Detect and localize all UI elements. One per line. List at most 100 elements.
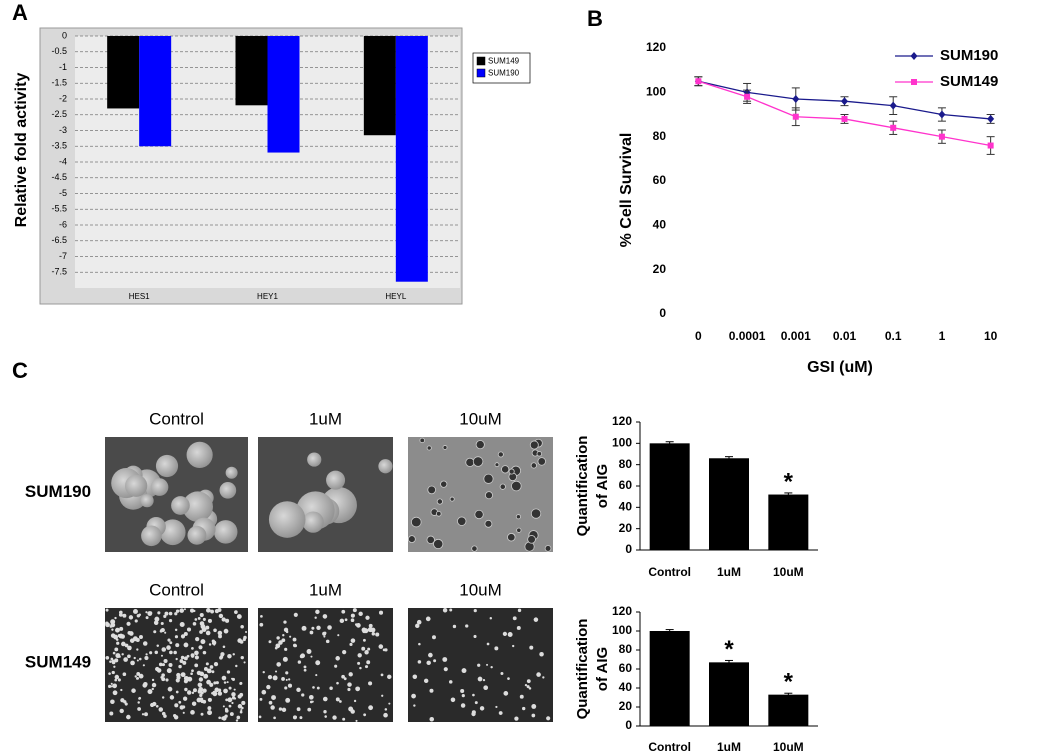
y-tick-label: 60 xyxy=(653,173,667,187)
cell xyxy=(108,684,112,688)
cell xyxy=(433,538,444,550)
cell xyxy=(423,678,429,684)
cell xyxy=(113,634,118,640)
y-tick-label: -1.5 xyxy=(51,78,67,88)
cell xyxy=(209,665,214,669)
cell xyxy=(465,624,469,628)
cell xyxy=(426,445,432,451)
cell xyxy=(500,672,504,676)
cell xyxy=(114,658,119,663)
cell xyxy=(426,660,431,666)
cell xyxy=(122,613,127,618)
y-tick-label: 80 xyxy=(619,642,633,656)
cell xyxy=(205,630,211,636)
column-label: 1uM xyxy=(309,409,342,428)
cell xyxy=(350,618,355,623)
cell xyxy=(200,712,204,716)
cell xyxy=(494,646,499,651)
cell xyxy=(213,520,238,544)
cell xyxy=(511,480,522,492)
cell xyxy=(315,660,321,666)
cell xyxy=(378,644,384,649)
cell xyxy=(200,691,204,695)
cell xyxy=(121,641,126,647)
cell xyxy=(119,708,124,714)
y-tick-label: -3.5 xyxy=(51,141,67,151)
cell xyxy=(311,626,315,630)
cell xyxy=(348,706,354,712)
cell xyxy=(114,678,118,682)
cell xyxy=(287,683,293,688)
cell xyxy=(119,626,124,631)
cell xyxy=(326,470,346,490)
y-tick-label: 100 xyxy=(612,623,632,637)
cell xyxy=(194,618,198,621)
cell xyxy=(164,631,167,634)
y-tick-label: 120 xyxy=(612,604,632,618)
cell xyxy=(205,662,209,666)
cell xyxy=(203,673,209,679)
x-tick-label: HEYL xyxy=(385,292,406,301)
cell xyxy=(213,662,219,667)
x-tick-label: 10 xyxy=(984,329,998,343)
cell xyxy=(449,496,455,502)
cell xyxy=(349,642,353,647)
marker xyxy=(841,115,848,122)
cell xyxy=(183,608,186,611)
cell xyxy=(531,704,537,709)
legend-label: SUM190 xyxy=(488,69,520,78)
x-tick-label: 0.001 xyxy=(781,329,811,343)
y-tick-label: -2.5 xyxy=(51,109,67,119)
cell xyxy=(217,688,222,692)
cell xyxy=(140,494,154,508)
x-tick-label: 0 xyxy=(695,329,702,343)
cell xyxy=(285,697,291,703)
cell xyxy=(271,695,276,700)
cell xyxy=(272,675,278,681)
cell xyxy=(183,632,188,637)
y-axis-title: Relative fold activity xyxy=(13,73,30,228)
cell xyxy=(461,694,465,698)
cell xyxy=(288,678,291,681)
cell xyxy=(302,511,324,533)
cell xyxy=(150,478,169,496)
legend-marker xyxy=(910,52,918,60)
cell xyxy=(178,664,182,669)
micrograph xyxy=(105,437,248,552)
cell xyxy=(166,645,171,650)
bar xyxy=(107,36,140,109)
cell xyxy=(118,613,123,617)
cell xyxy=(415,623,420,629)
column-label: 1uM xyxy=(309,580,342,599)
cell xyxy=(322,631,327,636)
cell xyxy=(154,616,160,622)
cell xyxy=(484,519,493,528)
cell xyxy=(163,614,167,618)
cell xyxy=(112,683,118,689)
cell xyxy=(268,700,273,705)
y-tick-label: 20 xyxy=(653,262,667,276)
cell xyxy=(524,683,528,687)
column-label: Control xyxy=(149,409,204,428)
cell xyxy=(236,614,242,620)
cell xyxy=(229,712,234,716)
cell xyxy=(307,707,312,712)
cell xyxy=(293,612,298,617)
cell xyxy=(341,609,346,614)
cell xyxy=(218,716,222,720)
cell xyxy=(220,655,223,658)
cell xyxy=(142,641,148,646)
cell xyxy=(530,462,537,469)
cell xyxy=(222,705,225,708)
cell xyxy=(127,654,131,659)
cell xyxy=(284,686,288,690)
row-label: SUM149 xyxy=(25,652,91,671)
cell xyxy=(190,608,195,613)
marker xyxy=(889,101,897,110)
cell xyxy=(138,613,141,616)
cell xyxy=(384,648,388,652)
y-tick-label: 60 xyxy=(619,661,633,675)
cell xyxy=(175,643,180,648)
cell xyxy=(153,630,157,634)
cell xyxy=(427,485,436,495)
